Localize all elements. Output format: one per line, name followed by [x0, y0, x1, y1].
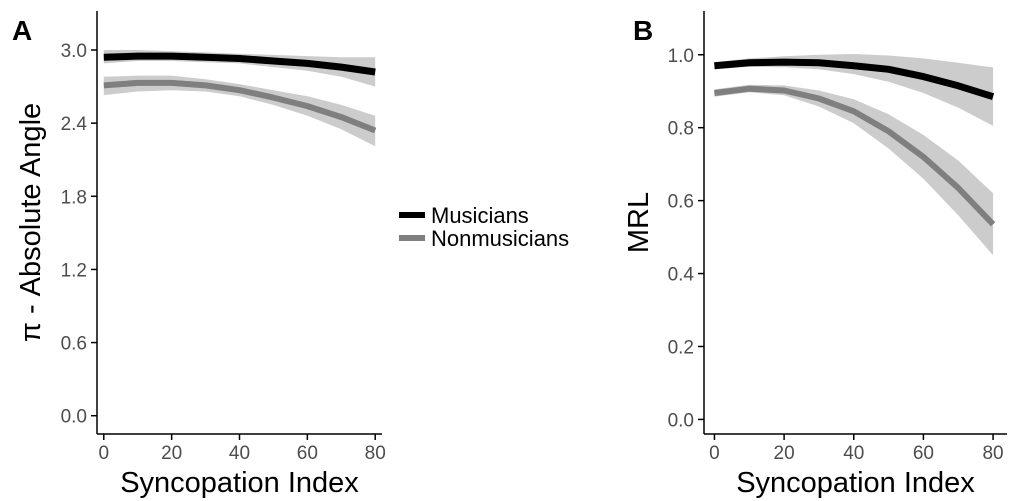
legend-key-musicians — [399, 212, 425, 218]
y-tick-label: 0.8 — [668, 119, 694, 140]
y-tick-label: 0.0 — [668, 410, 694, 431]
x-tick-label: 60 — [913, 443, 934, 464]
y-tick-label: 0.6 — [61, 334, 87, 355]
panel-label: A — [12, 15, 32, 46]
legend-label-musicians: Musicians — [431, 203, 529, 228]
y-tick-label: 1.0 — [668, 46, 694, 67]
legend: Musicians Nonmusicians — [399, 203, 569, 251]
panel-label: B — [633, 15, 653, 46]
line-nonmusicians — [714, 85, 996, 227]
ribbon-nonmusicians — [103, 75, 376, 147]
ribbon-musicians — [714, 54, 994, 126]
x-tick-label: 40 — [229, 443, 250, 464]
x-tick-label: 20 — [774, 443, 795, 464]
panel-b-plot: 0 20 40 60 80 0.0 0.2 0.4 0.6 0.8 1.0 Syncopation I… — [623, 11, 1007, 499]
y-tick-label: 3.0 — [61, 41, 87, 62]
y-axis-title: π - Absolute Angle — [15, 103, 47, 342]
x-tick-label: 20 — [161, 443, 182, 464]
x-tick-label: 60 — [297, 443, 318, 464]
line-musicians — [103, 52, 376, 76]
legend-label-nonmusicians: Nonmusicians — [431, 226, 569, 251]
y-tick-label: 0.2 — [668, 337, 694, 358]
x-tick-label: 40 — [843, 443, 864, 464]
x-axis-title: Syncopation Index — [120, 467, 359, 499]
y-tick-label: 1.2 — [61, 260, 87, 281]
x-tick-label: 0 — [98, 443, 109, 464]
line-nonmusicians — [103, 79, 377, 134]
x-tick-label: 80 — [982, 443, 1003, 464]
y-tick-label: 2.4 — [61, 114, 88, 135]
legend-key-nonmusicians — [399, 235, 425, 241]
x-tick-label: 0 — [709, 443, 720, 464]
y-axis-title: MRL — [623, 192, 655, 253]
y-tick-label: 0.4 — [668, 265, 695, 286]
panel-a-plot: 0 20 40 60 80 0.0 0.6 1.2 1.8 2.4 3.0 Syncopation I… — [12, 11, 386, 499]
y-tick-label: 1.8 — [61, 187, 87, 208]
y-tick-label: 0.0 — [61, 407, 87, 428]
line-musicians — [714, 58, 995, 101]
y-tick-label: 0.6 — [668, 192, 694, 213]
x-tick-label: 80 — [365, 443, 386, 464]
x-axis-title: Syncopation Index — [736, 467, 975, 499]
